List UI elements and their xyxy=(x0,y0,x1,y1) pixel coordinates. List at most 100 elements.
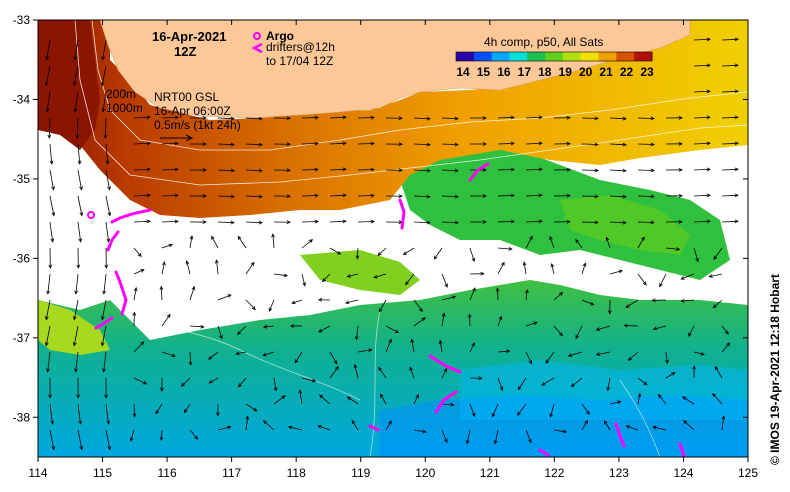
current-arrow xyxy=(680,298,695,303)
colorbar-swatch xyxy=(527,52,546,61)
current-arrow xyxy=(665,167,683,172)
current-arrow xyxy=(105,169,111,191)
current-arrow xyxy=(652,425,667,431)
current-arrow xyxy=(355,247,360,260)
current-arrow xyxy=(357,193,375,198)
current-arrow xyxy=(469,247,476,263)
current-arrow xyxy=(497,115,515,120)
x-tick-label: 120 xyxy=(415,466,435,480)
x-tick-label: 124 xyxy=(673,466,693,480)
credit-text: © IMOS 19-Apr-2021 12:18 Hobart xyxy=(768,274,782,465)
current-arrow xyxy=(469,403,476,418)
colorbar-swatch xyxy=(545,52,564,61)
current-arrow xyxy=(721,219,739,224)
drifter-track xyxy=(398,198,406,230)
colorbar-tick-label: 14 xyxy=(456,65,470,79)
current-arrow xyxy=(682,396,695,405)
colorbar-swatch xyxy=(491,52,510,61)
current-arrow xyxy=(693,193,711,198)
current-arrow xyxy=(101,91,107,113)
current-arrow xyxy=(319,394,331,405)
current-arrow xyxy=(273,142,291,147)
current-arrow xyxy=(161,219,179,224)
x-tick-label: 123 xyxy=(609,466,629,480)
current-arrow xyxy=(273,377,278,392)
current-arrow xyxy=(77,403,82,425)
current-arrow xyxy=(318,325,331,333)
current-arrow xyxy=(133,115,151,120)
current-arrow xyxy=(76,377,80,399)
current-arrow xyxy=(637,168,655,173)
current-arrow xyxy=(74,273,79,295)
current-arrow xyxy=(385,168,403,173)
current-arrow xyxy=(637,194,655,199)
current-arrow xyxy=(48,247,53,269)
current-arrow xyxy=(665,193,683,198)
current-arrow xyxy=(441,168,459,173)
current-arrow xyxy=(497,377,504,392)
current-arrow xyxy=(721,63,739,68)
x-axis: 114 115 116 117 118 119 120 121 122 123 124 125 xyxy=(28,20,758,480)
current-arrow xyxy=(469,116,487,120)
x-tick-label: 125 xyxy=(738,466,758,480)
current-arrow xyxy=(289,324,303,328)
current-arrow xyxy=(104,377,108,399)
current-arrow xyxy=(405,273,415,286)
current-arrow xyxy=(245,194,263,199)
current-arrow xyxy=(245,220,263,225)
current-arrow xyxy=(217,194,235,199)
current-arrow xyxy=(665,141,683,146)
drifter-track xyxy=(94,316,114,330)
current-arrow xyxy=(189,429,199,440)
current-arrow xyxy=(497,349,511,354)
current-arrow xyxy=(49,169,55,191)
current-arrow xyxy=(693,63,711,68)
current-arrow xyxy=(652,325,667,331)
current-arrow xyxy=(208,377,219,384)
current-arrow xyxy=(101,39,107,61)
colorbar-swatch xyxy=(456,52,475,61)
drifter-tracks xyxy=(94,162,686,457)
current-arrow xyxy=(517,377,527,391)
current-arrow xyxy=(262,420,275,431)
current-arrow xyxy=(651,298,667,303)
current-arrow xyxy=(236,325,247,336)
current-arrow xyxy=(609,269,624,275)
drifter-track xyxy=(368,424,380,432)
current-arrow xyxy=(373,273,387,279)
drifter-legend-line1: drifters@12h xyxy=(266,40,335,54)
current-arrow xyxy=(75,117,80,139)
x-tick-label: 118 xyxy=(287,466,306,480)
drifter-track xyxy=(678,442,686,457)
current-arrow xyxy=(357,167,375,172)
current-arrow xyxy=(301,239,314,249)
current-arrow xyxy=(581,142,599,147)
current-arrow xyxy=(637,116,655,121)
colorbar-swatch xyxy=(562,52,582,61)
current-arrow xyxy=(714,365,723,379)
current-arrow xyxy=(525,429,532,444)
current-arrow xyxy=(469,220,487,224)
current-arrow xyxy=(413,142,431,147)
current-arrow xyxy=(329,167,347,172)
current-arrow xyxy=(129,429,135,442)
current-arrow xyxy=(217,168,235,173)
current-arrow xyxy=(74,351,79,373)
current-scale-label: 0.5m/s (1kt 24h) xyxy=(154,118,241,132)
current-arrow xyxy=(133,269,145,275)
current-arrow xyxy=(237,235,247,249)
current-arrow xyxy=(49,429,56,451)
current-arrow xyxy=(378,299,387,313)
current-arrow xyxy=(441,368,447,379)
current-arrow xyxy=(161,243,173,249)
current-arrow xyxy=(581,194,599,199)
current-arrow xyxy=(497,141,515,146)
current-arrow xyxy=(72,65,79,87)
current-arrow xyxy=(271,233,275,249)
current-arrow xyxy=(211,235,219,249)
current-arrow xyxy=(637,377,648,386)
current-arrow xyxy=(245,261,255,275)
current-arrow xyxy=(189,116,207,120)
current-arrow xyxy=(183,403,191,414)
current-arrow xyxy=(262,351,275,357)
